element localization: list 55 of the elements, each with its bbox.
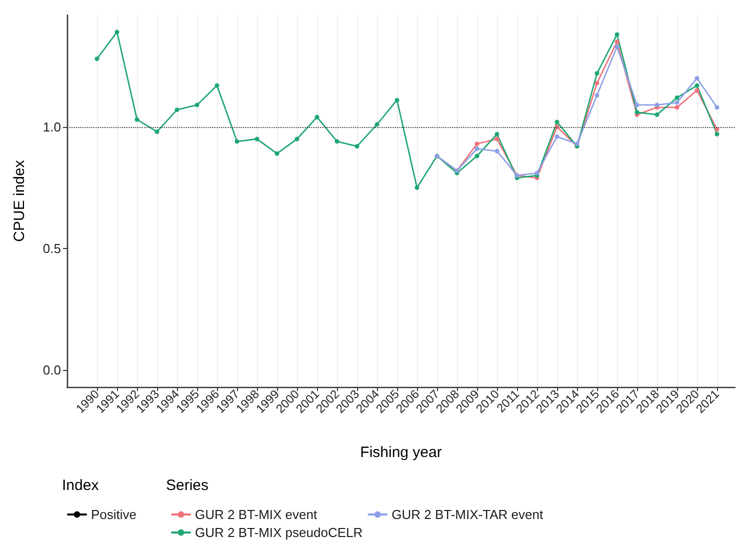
point: [154, 129, 160, 134]
point: [674, 105, 680, 110]
point: [694, 83, 700, 88]
point: [594, 80, 600, 86]
point: [174, 108, 180, 112]
point: [274, 151, 280, 156]
point: [674, 95, 680, 100]
point: [694, 76, 700, 80]
point: [354, 144, 360, 149]
point: [194, 102, 200, 108]
point: [474, 154, 480, 158]
point: [714, 105, 720, 110]
point: [614, 44, 620, 49]
legend-label: GUR 2 BT-MIX-TAR event: [392, 507, 544, 522]
legend-label: GUR 2 BT-MIX event: [195, 507, 318, 522]
point: [694, 88, 700, 93]
point: [494, 132, 500, 136]
point: [94, 56, 100, 62]
point: [554, 134, 560, 139]
point: [294, 136, 300, 142]
legend-label: GUR 2 BT-MIX pseudoCELR: [195, 525, 363, 540]
y-axis-title: CPUE index: [11, 160, 28, 242]
text: Index: [62, 477, 100, 494]
point: [474, 142, 480, 146]
point: [474, 146, 480, 151]
point: [654, 102, 660, 108]
point: [134, 117, 140, 122]
point: [714, 132, 720, 136]
point: [534, 170, 540, 176]
point: [594, 71, 600, 76]
point: [234, 139, 240, 144]
point: [614, 32, 620, 37]
point: [494, 136, 500, 142]
point: [634, 102, 640, 108]
point: [114, 30, 120, 34]
point: [574, 142, 580, 146]
point: [614, 39, 620, 44]
point: [394, 98, 400, 102]
point: [654, 112, 660, 117]
x-axis-title: Fishing year: [360, 444, 442, 461]
y-tick-label: 0.5: [42, 240, 61, 256]
point: [214, 83, 220, 88]
y-tick-label: 1.0: [42, 119, 61, 134]
point: [374, 122, 380, 127]
legend-title: Series: [166, 477, 209, 494]
point: [554, 120, 560, 124]
legend-label: Positive: [91, 507, 137, 522]
point: [254, 136, 260, 142]
point: [494, 148, 500, 154]
point: [414, 185, 420, 190]
point: [674, 100, 680, 105]
point: [314, 114, 320, 120]
y-tick-label: 0.0: [42, 362, 61, 378]
point: [334, 139, 340, 144]
point: [594, 92, 600, 98]
